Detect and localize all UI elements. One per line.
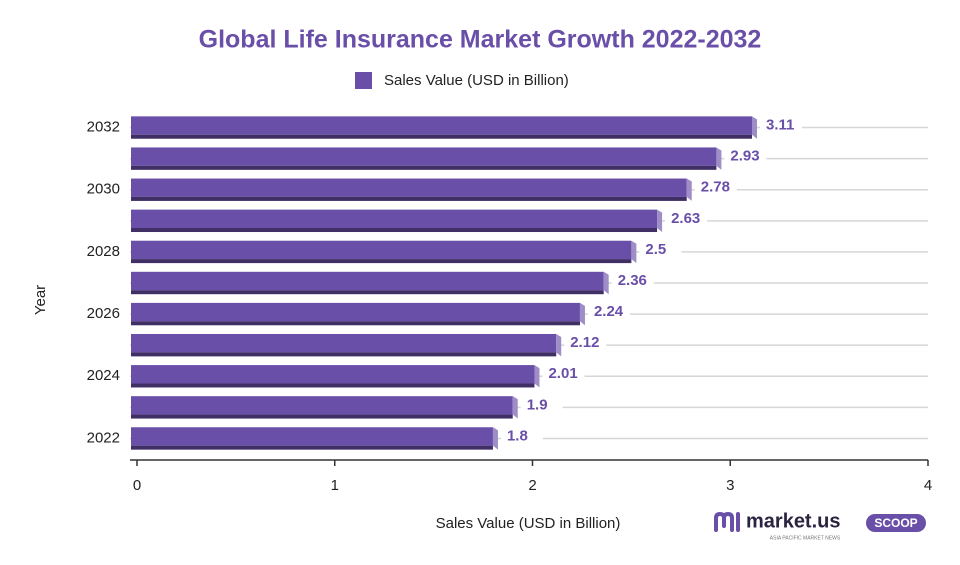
- bar-cap: [603, 271, 609, 295]
- bar-face: [131, 147, 717, 166]
- value-label: 1.8: [507, 427, 528, 444]
- bar: [131, 396, 518, 419]
- bar-face: [131, 365, 535, 384]
- bar-cap: [512, 396, 518, 419]
- bar-shadow: [131, 445, 493, 450]
- bar-cap: [631, 240, 637, 264]
- value-label-bg: [760, 119, 803, 134]
- bar: [131, 178, 692, 201]
- bar-cap: [492, 427, 498, 450]
- value-label-bg: [694, 181, 737, 196]
- value-label: 3.11: [766, 117, 794, 134]
- logo-tagline: ASIA PACIFIC MARKET NEWS: [770, 535, 841, 541]
- y-tick-label: 2032: [87, 119, 120, 136]
- y-tick-label: 2022: [87, 429, 120, 446]
- bar: [131, 116, 758, 139]
- value-label: 2.5: [645, 241, 666, 258]
- value-label: 2.36: [618, 272, 647, 289]
- bar-shadow: [131, 352, 557, 357]
- bar-face: [131, 240, 632, 260]
- logo-badge-bg: [866, 514, 926, 532]
- x-tick-label: 2: [528, 477, 536, 494]
- value-label-bg: [500, 430, 543, 445]
- bar-cap: [686, 178, 692, 201]
- bar: [131, 209, 663, 233]
- bar-shadow: [131, 414, 513, 419]
- bar-face: [131, 178, 687, 197]
- value-label-bg: [564, 337, 607, 352]
- bar-cap: [657, 209, 663, 233]
- bar-cap: [556, 333, 562, 357]
- bar-shadow: [131, 290, 604, 295]
- x-tick-label: 3: [726, 477, 734, 494]
- bar: [131, 427, 498, 450]
- value-label: 2.01: [548, 365, 577, 382]
- bar: [131, 240, 637, 264]
- bar-shadow: [131, 196, 687, 201]
- bar: [131, 271, 609, 295]
- bar: [131, 333, 562, 357]
- bar-shadow: [131, 321, 580, 326]
- value-label: 2.93: [730, 148, 759, 165]
- value-label: 2.24: [594, 303, 624, 320]
- value-label: 1.9: [527, 396, 548, 413]
- logo-icon: [714, 511, 740, 532]
- bar-face: [131, 209, 658, 229]
- value-label-bg: [520, 399, 563, 414]
- logo: market.us SCOOP ASIA PACIFIC MARKET NEWS: [714, 510, 926, 541]
- bar-face: [131, 302, 580, 322]
- y-tick-label: 2024: [87, 367, 120, 384]
- bar-shadow: [131, 228, 658, 233]
- bar-cap: [716, 147, 722, 170]
- bar-shadow: [131, 383, 535, 388]
- logo-badge: SCOOP: [874, 516, 917, 530]
- x-axis-label: Sales Value (USD in Billion): [436, 515, 621, 532]
- y-tick-label: 2026: [87, 305, 120, 322]
- bar: [131, 365, 540, 388]
- value-label-bg: [587, 306, 630, 321]
- bar-face: [131, 333, 557, 353]
- x-tick-label: 4: [924, 477, 932, 494]
- value-label: 2.63: [671, 210, 700, 227]
- value-label-bg: [611, 275, 654, 289]
- value-label: 2.78: [701, 179, 730, 196]
- value-label-bg: [724, 150, 767, 165]
- bar-face: [131, 271, 604, 291]
- legend-swatch: [355, 72, 372, 89]
- bar-shadow: [131, 259, 632, 264]
- value-label-bg: [639, 243, 682, 258]
- bar-cap: [752, 116, 758, 139]
- x-tick-label: 0: [133, 477, 141, 494]
- bar-shadow: [131, 165, 717, 170]
- bar-cap: [534, 365, 540, 388]
- bar-face: [131, 396, 513, 415]
- bar-face: [131, 427, 493, 446]
- bar: [131, 302, 585, 326]
- legend-label: Sales Value (USD in Billion): [384, 72, 569, 89]
- bar: [131, 147, 722, 170]
- value-label: 2.12: [570, 334, 599, 351]
- bar-face: [131, 116, 753, 135]
- bar-shadow: [131, 134, 753, 139]
- value-label-bg: [665, 212, 708, 227]
- y-tick-label: 2028: [87, 243, 120, 260]
- x-tick-label: 1: [331, 477, 339, 494]
- bar-cap: [579, 302, 585, 326]
- y-tick-label: 2030: [87, 181, 120, 198]
- logo-name: market.us: [746, 510, 841, 532]
- y-axis-label: Year: [32, 285, 49, 315]
- value-label-bg: [542, 368, 585, 383]
- chart-title: Global Life Insurance Market Growth 2022…: [199, 26, 762, 54]
